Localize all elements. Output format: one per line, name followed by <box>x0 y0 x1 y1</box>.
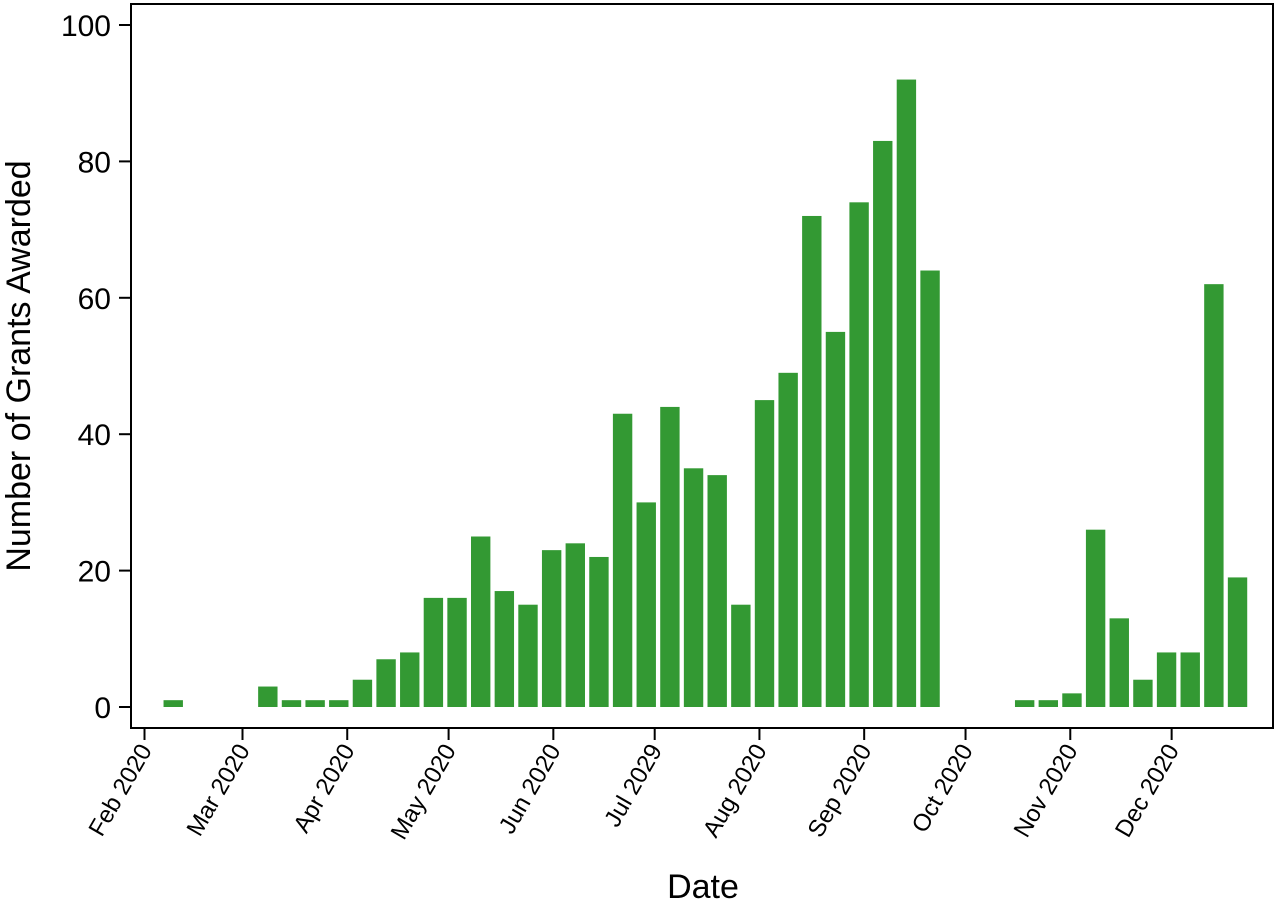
bar <box>518 604 538 707</box>
bar <box>707 475 727 707</box>
y-tick-label: 0 <box>94 692 111 725</box>
x-axis-label: Date <box>667 868 739 904</box>
y-tick-label: 40 <box>78 419 111 452</box>
x-tick-label: Dec 2020 <box>1110 740 1185 842</box>
bar <box>612 413 633 707</box>
bar <box>825 331 846 707</box>
bar <box>471 536 491 707</box>
plot-frame <box>130 3 1274 729</box>
x-tick-label: Aug 2020 <box>698 740 773 842</box>
x-tick-label: Jul 2029 <box>599 740 668 832</box>
bar <box>1180 652 1200 707</box>
bar <box>400 652 420 707</box>
y-tick-label: 100 <box>61 10 111 43</box>
bar <box>494 591 515 707</box>
bar <box>258 686 278 707</box>
bar <box>565 543 585 707</box>
y-tick-label: 80 <box>78 146 111 179</box>
bar <box>447 597 467 707</box>
bar <box>1227 577 1248 707</box>
y-axis: 0 20 40 60 80 100 <box>61 10 131 725</box>
y-tick-label: 20 <box>78 556 111 589</box>
bar <box>896 79 917 707</box>
x-tick-label: Sep 2020 <box>803 740 878 842</box>
y-tick-label: 60 <box>78 283 111 316</box>
x-tick-label: Oct 2020 <box>907 740 979 838</box>
x-tick-label: Nov 2020 <box>1009 740 1084 842</box>
x-tick-label: Mar 2020 <box>182 740 256 841</box>
bar <box>376 659 396 707</box>
bar <box>683 468 704 707</box>
bar <box>1133 679 1153 707</box>
bar <box>423 597 444 707</box>
bar <box>920 270 940 707</box>
bar <box>163 700 183 707</box>
x-tick-label: Apr 2020 <box>288 740 360 838</box>
x-tick-label: Feb 2020 <box>84 740 158 841</box>
x-axis: Feb 2020 Mar 2020 Apr 2020 May 2020 Jun 2020… <box>84 728 1185 844</box>
bar <box>1156 652 1177 707</box>
bar <box>802 215 822 707</box>
y-axis-label: Number of Grants Awarded <box>0 160 38 571</box>
bar <box>1038 700 1059 707</box>
bar <box>281 700 302 707</box>
bar <box>660 406 680 707</box>
bar <box>731 604 751 707</box>
bar <box>873 140 893 707</box>
bar <box>329 700 349 707</box>
bar <box>541 550 562 707</box>
bar <box>352 679 373 707</box>
bar <box>1109 618 1129 707</box>
bar <box>1062 693 1082 707</box>
bar <box>589 556 609 707</box>
bar <box>849 202 869 707</box>
bar <box>1204 284 1224 707</box>
bars-group <box>163 79 1248 707</box>
bar <box>305 700 325 707</box>
bar <box>754 400 775 707</box>
x-tick-label: Jun 2020 <box>494 740 567 839</box>
bar <box>778 372 798 707</box>
bar <box>1085 529 1106 707</box>
bar <box>1014 700 1035 707</box>
bar <box>636 502 656 707</box>
x-tick-label: May 2020 <box>386 740 462 845</box>
